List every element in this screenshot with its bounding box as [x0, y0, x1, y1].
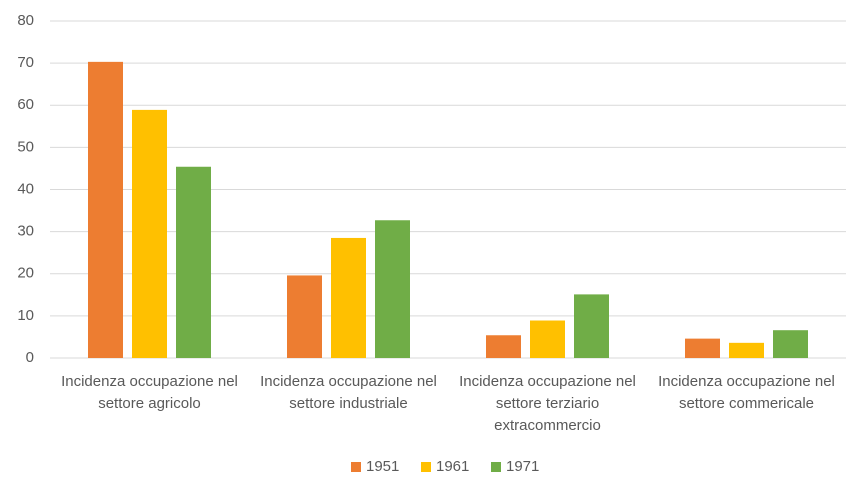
- y-tick-label: 30: [17, 223, 34, 240]
- y-tick-label: 60: [17, 96, 34, 113]
- bar: [530, 320, 565, 358]
- y-tick-label: 70: [17, 54, 34, 71]
- bar: [773, 330, 808, 358]
- x-tick-label: Incidenza occupazione nel settore terzia…: [459, 373, 636, 434]
- y-tick-label: 50: [17, 138, 34, 155]
- bar: [176, 166, 211, 358]
- x-tick-label: Incidenza occupazione nel settore agrico…: [61, 373, 238, 412]
- y-tick-label: 0: [26, 349, 34, 366]
- bar: [486, 335, 521, 358]
- y-tick-label: 40: [17, 180, 34, 197]
- x-tick-label: Incidenza occupazione nel settore commer…: [658, 373, 835, 412]
- legend-swatch: [421, 462, 431, 472]
- bar: [375, 220, 410, 358]
- bar: [685, 338, 720, 358]
- x-tick-label: Incidenza occupazione nel settore indust…: [260, 373, 437, 412]
- legend-label: 1971: [506, 458, 539, 475]
- bar: [88, 61, 123, 358]
- y-tick-label: 80: [17, 12, 34, 29]
- y-tick-label: 20: [17, 265, 34, 282]
- bar: [574, 294, 609, 358]
- legend-swatch: [491, 462, 501, 472]
- bar: [729, 342, 764, 358]
- bar: [287, 275, 322, 358]
- bar: [132, 109, 167, 358]
- bar: [331, 237, 366, 358]
- legend-swatch: [351, 462, 361, 472]
- legend-label: 1961: [436, 458, 469, 475]
- legend-label: 1951: [366, 458, 399, 475]
- y-tick-label: 10: [17, 307, 34, 324]
